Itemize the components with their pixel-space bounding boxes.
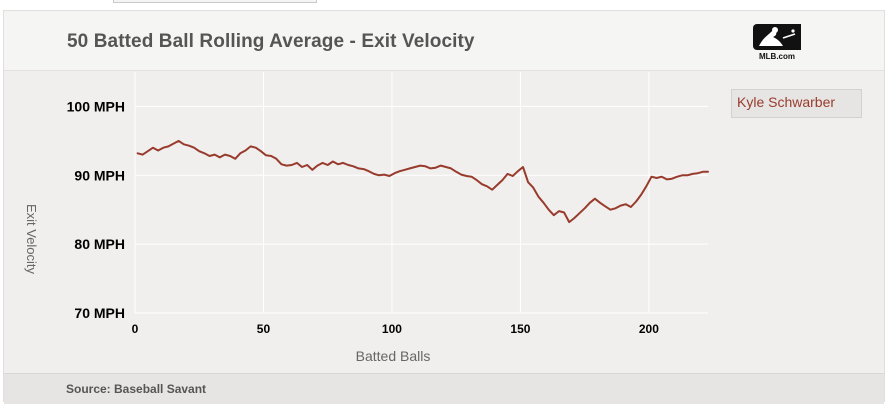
x-axis-label: Batted Balls bbox=[356, 348, 431, 364]
mlb-logo-text: MLB.com bbox=[759, 52, 795, 61]
chart-header: 50 Batted Ball Rolling Average - Exit Ve… bbox=[4, 11, 884, 71]
chart-title: 50 Batted Ball Rolling Average - Exit Ve… bbox=[67, 31, 475, 52]
top-bar bbox=[0, 0, 889, 10]
tab-stub[interactable] bbox=[113, 0, 317, 3]
source-credit: Source: Baseball Savant bbox=[66, 382, 207, 396]
axis-labels: 0 50 100 150 200 70 MPH 80 MPH 90 MPH 100 MPH bbox=[67, 98, 660, 336]
grid-lines bbox=[134, 72, 708, 314]
y-axis-label: Exit Velocity bbox=[24, 204, 39, 275]
x-tick-label: 0 bbox=[132, 322, 139, 336]
x-tick-label: 100 bbox=[382, 322, 402, 336]
chart-footer: Source: Baseball Savant bbox=[4, 373, 884, 404]
chart-card: 50 Batted Ball Rolling Average - Exit Ve… bbox=[3, 10, 885, 404]
x-tick-label: 200 bbox=[639, 322, 659, 336]
x-tick-label: 150 bbox=[510, 322, 530, 336]
series-line-kyle-schwarber[interactable] bbox=[136, 139, 709, 224]
legend[interactable]: Kyle Schwarber bbox=[731, 89, 862, 118]
y-tick-label: 70 MPH bbox=[74, 305, 125, 321]
series-layer bbox=[136, 139, 709, 224]
y-tick-label: 100 MPH bbox=[67, 98, 125, 114]
mlb-logo: MLB.com bbox=[753, 24, 801, 61]
x-tick-label: 50 bbox=[257, 322, 271, 336]
y-tick-label: 90 MPH bbox=[74, 167, 125, 183]
y-tick-label: 80 MPH bbox=[74, 236, 125, 252]
legend-item-kyle-schwarber[interactable]: Kyle Schwarber bbox=[737, 94, 836, 110]
